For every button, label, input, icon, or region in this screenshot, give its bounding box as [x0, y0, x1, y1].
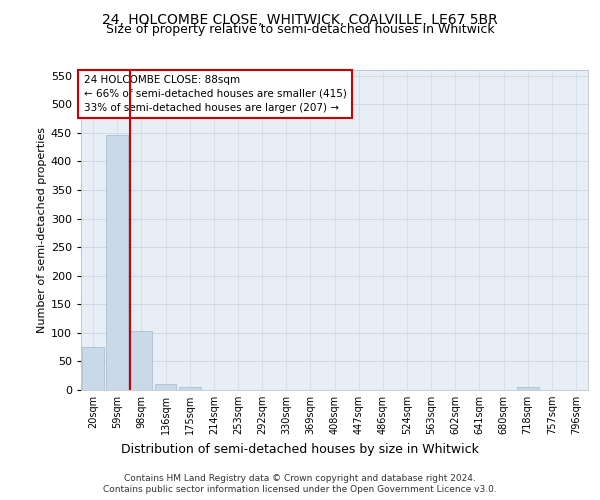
Bar [179, 386, 200, 390]
Text: 24 HOLCOMBE CLOSE: 88sqm
← 66% of semi-detached houses are smaller (415)
33% of : 24 HOLCOMBE CLOSE: 88sqm ← 66% of semi-d… [83, 75, 346, 113]
Y-axis label: Number of semi-detached properties: Number of semi-detached properties [37, 127, 47, 333]
Bar [82, 347, 104, 390]
Bar [130, 330, 152, 390]
Text: Contains HM Land Registry data © Crown copyright and database right 2024.: Contains HM Land Registry data © Crown c… [124, 474, 476, 483]
Text: Distribution of semi-detached houses by size in Whitwick: Distribution of semi-detached houses by … [121, 442, 479, 456]
Text: Contains public sector information licensed under the Open Government Licence v3: Contains public sector information licen… [103, 485, 497, 494]
Bar [517, 387, 539, 390]
Text: 24, HOLCOMBE CLOSE, WHITWICK, COALVILLE, LE67 5BR: 24, HOLCOMBE CLOSE, WHITWICK, COALVILLE,… [102, 12, 498, 26]
Bar [106, 134, 128, 390]
Text: Size of property relative to semi-detached houses in Whitwick: Size of property relative to semi-detach… [106, 22, 494, 36]
Bar [155, 384, 176, 390]
